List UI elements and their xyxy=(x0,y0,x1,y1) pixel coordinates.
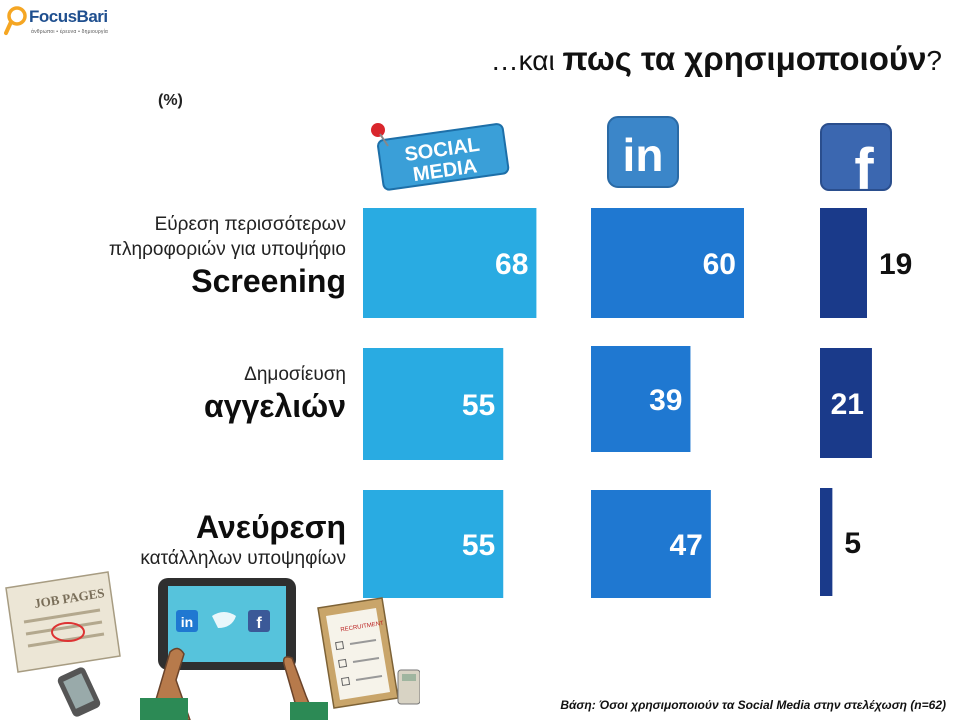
hands-icon xyxy=(140,647,328,720)
bar-label-facebook-1: 21 xyxy=(831,388,864,421)
calculator-icon xyxy=(397,669,420,705)
row-label-screening-line1: Εύρεση περισσότερων xyxy=(154,214,346,235)
bar-linkedin-0 xyxy=(591,208,744,318)
title-suffix: ? xyxy=(926,45,942,76)
footnote: Βάση: Όσοι χρησιμοποιούν τα Social Media… xyxy=(560,698,946,712)
tablet-icon: in f xyxy=(158,578,296,670)
tablet-linkedin-text: in xyxy=(181,614,193,630)
row-label-sourcing-main: Ανεύρεση xyxy=(196,509,346,545)
row-label-screening: Εύρεση περισσότερων πληροφοριών για υποψ… xyxy=(109,212,346,300)
tablet-facebook-text: f xyxy=(256,615,262,632)
title-prefix: …και xyxy=(490,45,563,76)
job-pages-newspaper-icon: JOB PAGES xyxy=(5,571,121,673)
row-label-sourcing: Ανεύρεση κατάλληλων υποψηφίων xyxy=(140,508,346,571)
bar-label-social_media-2: 55 xyxy=(462,529,495,562)
phone-icon xyxy=(57,667,101,717)
bar-facebook-0 xyxy=(820,208,867,318)
bar-social_media-2 xyxy=(363,490,504,598)
page-title: …και πως τα χρησιμοποιούν? xyxy=(491,40,942,78)
bar-label-social_media-1: 55 xyxy=(462,389,495,422)
row-label-ads-line1: Δημοσίευση xyxy=(244,364,346,385)
recruitment-illustration: JOB PAGES in f RECRUITMENT xyxy=(5,571,420,720)
bar-label-social_media-0: 68 xyxy=(495,248,528,281)
clipboard-icon: RECRUITMENT xyxy=(317,597,399,709)
linkedin-icon-text: in xyxy=(623,129,664,181)
bar-linkedin-2 xyxy=(591,490,711,598)
unit-label: (%) xyxy=(158,92,183,109)
social-media-pin-icon: SOCIAL MEDIA xyxy=(371,123,510,191)
facebook-icon: f xyxy=(820,123,892,193)
row-label-ads: Δημοσίευση αγγελιών xyxy=(204,362,346,425)
bar-facebook-1 xyxy=(820,348,872,458)
facebook-icon-text: f xyxy=(854,137,874,193)
row-label-screening-main: Screening xyxy=(191,263,346,299)
bar-label-linkedin-1: 39 xyxy=(649,384,682,417)
row-label-screening-line2: πληροφοριών για υποψήφιο xyxy=(108,239,346,260)
bar-linkedin-1 xyxy=(591,346,691,452)
bar-social_media-1 xyxy=(363,348,504,460)
row-label-ads-main: αγγελιών xyxy=(204,388,346,424)
bar-label-facebook-2: 5 xyxy=(844,527,861,560)
bar-label-facebook-0: 19 xyxy=(879,248,912,281)
linkedin-icon: in xyxy=(607,116,679,188)
brand-tagline: άνθρωποι • έρευνα • δημιουργία xyxy=(31,29,109,35)
focusbari-logo: FocusBari άνθρωποι • έρευνα • δημιουργία xyxy=(4,4,154,38)
magnifier-logo-icon xyxy=(4,6,27,35)
bar-facebook-2 xyxy=(820,488,833,596)
row-label-sourcing-line2: κατάλληλων υποψηφίων xyxy=(140,548,346,569)
brand-name: FocusBari xyxy=(29,7,108,26)
bar-label-linkedin-2: 47 xyxy=(669,529,702,562)
tablet-twitter-icon xyxy=(212,612,236,628)
bar-label-linkedin-0: 60 xyxy=(703,248,736,281)
title-main: πως τα χρησιμοποιούν xyxy=(562,40,927,77)
bar-social_media-0 xyxy=(363,208,537,318)
